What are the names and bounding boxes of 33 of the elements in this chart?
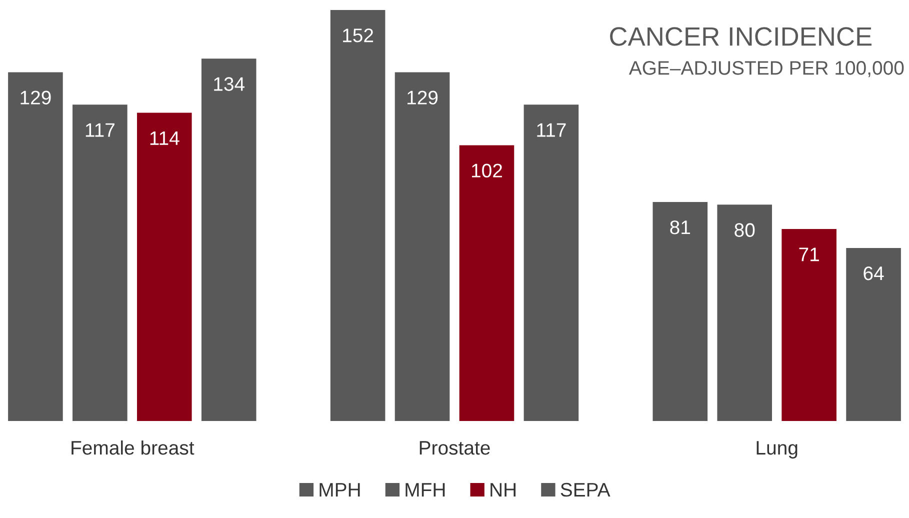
bar	[72, 104, 128, 421]
legend-label: MPH	[320, 483, 360, 496]
legend-label: MFH	[406, 483, 445, 496]
bar	[394, 72, 450, 421]
legend-label: SEPA	[560, 482, 610, 497]
text: AGE–ADJUSTED PER 100,000	[628, 61, 904, 78]
data-label: 71	[799, 248, 819, 262]
bar	[524, 104, 579, 421]
legend-label: NH	[490, 483, 516, 496]
data-label: 134	[214, 77, 245, 91]
bar	[330, 10, 386, 421]
bar	[201, 58, 256, 421]
x-tick-label: Prostate	[420, 441, 490, 455]
data-label: 102	[472, 164, 502, 178]
data-label: 114	[150, 131, 180, 145]
bar	[459, 145, 514, 421]
data-label: 117	[86, 123, 114, 137]
data-label: 129	[20, 90, 51, 104]
bar	[717, 204, 772, 421]
data-label: 80	[734, 223, 755, 237]
data-label: 129	[408, 90, 438, 104]
bar	[136, 112, 192, 421]
data-label: 152	[343, 28, 374, 42]
bar	[846, 248, 901, 421]
bar	[8, 72, 63, 421]
x-tick-label: Lung	[756, 441, 798, 459]
bar	[782, 229, 836, 421]
x-tick-label: Female breast	[72, 440, 194, 455]
text: CANCER INCIDENCE	[610, 27, 872, 46]
data-label: 117	[537, 123, 566, 137]
bar	[652, 202, 708, 421]
data-label: 64	[864, 266, 884, 280]
data-label: 81	[670, 220, 690, 234]
